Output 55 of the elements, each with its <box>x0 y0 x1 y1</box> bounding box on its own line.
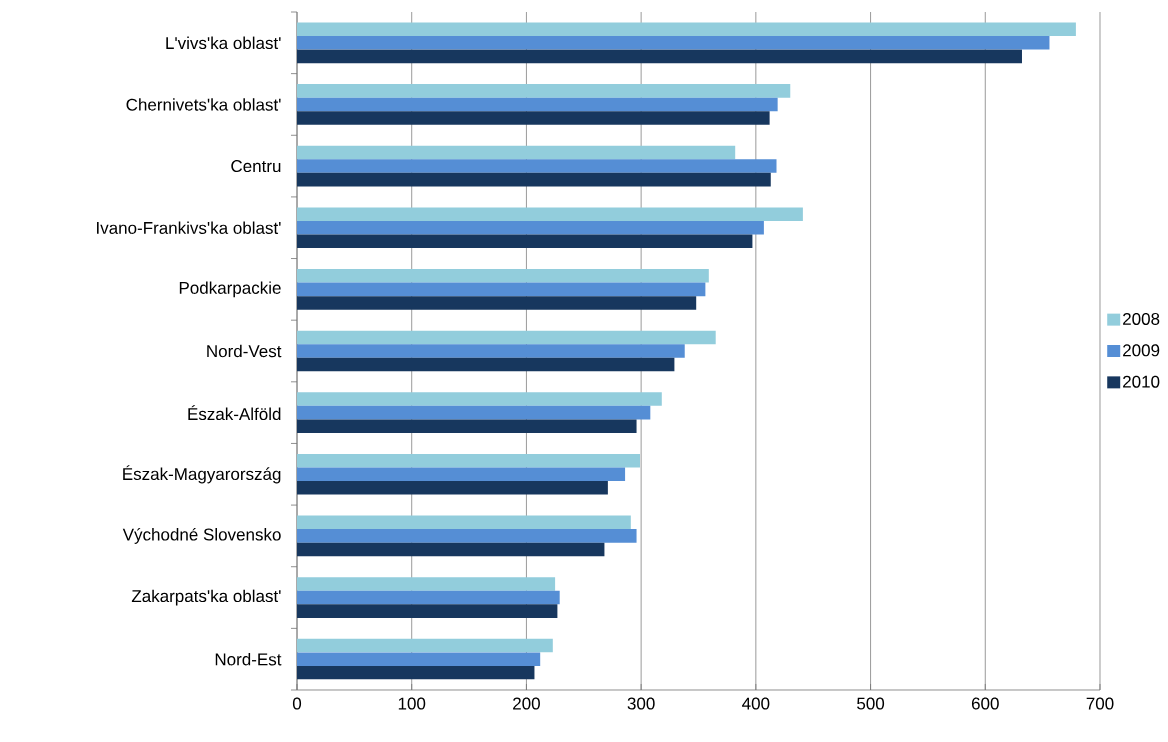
bar <box>297 419 637 433</box>
bar <box>297 453 640 468</box>
y-tick-label: Centru <box>231 160 281 173</box>
bar <box>297 344 685 358</box>
bar <box>297 590 560 605</box>
y-tick-label: Nord-Est <box>215 652 282 666</box>
bar <box>297 111 770 125</box>
x-tick-label: 0 <box>292 697 302 710</box>
bar <box>297 84 791 98</box>
bar <box>297 330 716 345</box>
bar <box>297 36 1050 50</box>
x-tick-label: 500 <box>857 697 885 710</box>
y-tick-label: L'vivs'ka oblast' <box>166 36 281 50</box>
bar <box>297 515 631 530</box>
bar <box>297 22 1076 37</box>
bar <box>297 604 558 618</box>
x-tick-label: 100 <box>398 697 426 710</box>
bar <box>297 638 553 653</box>
legend-label: 2008 <box>1123 312 1160 325</box>
y-tick-label: Chernivets'ka oblast' <box>126 98 281 111</box>
bar <box>297 282 706 297</box>
y-tick-label: Východné Slovensko <box>122 527 281 544</box>
bar <box>297 97 778 112</box>
y-tick-label: Ivano-Frankivs'ka oblast' <box>97 221 281 234</box>
y-tick-label: Nord-Vest <box>207 344 282 358</box>
bar <box>297 529 637 543</box>
bar <box>297 481 608 495</box>
bar <box>297 159 777 173</box>
bar <box>297 234 753 249</box>
x-tick-label: 600 <box>971 697 999 710</box>
bar <box>297 145 736 160</box>
bar <box>297 392 662 406</box>
bar <box>297 577 556 591</box>
y-tick-label: Észak-Magyarország <box>123 465 281 484</box>
bar <box>297 269 709 283</box>
bar <box>297 405 651 420</box>
x-tick-label: 200 <box>513 697 540 710</box>
x-tick-label: 400 <box>742 697 770 710</box>
bar <box>297 296 697 310</box>
bar <box>297 542 605 557</box>
bar <box>297 220 764 235</box>
x-tick-label: 700 <box>1086 697 1114 710</box>
bar <box>297 652 541 666</box>
bar <box>297 172 771 187</box>
legend-label: 2010 <box>1123 375 1160 388</box>
bar <box>297 357 675 372</box>
y-tick-label: Podkarpackie <box>179 281 281 298</box>
x-tick-label: 300 <box>627 697 655 710</box>
y-tick-label: Észak-Alföld <box>188 405 281 421</box>
bar <box>297 665 535 680</box>
bar <box>297 467 626 482</box>
bar <box>297 207 803 221</box>
y-tick-label: Zakarpats'ka oblast' <box>131 589 281 606</box>
bar <box>297 49 1022 64</box>
legend-label: 2009 <box>1123 344 1160 357</box>
